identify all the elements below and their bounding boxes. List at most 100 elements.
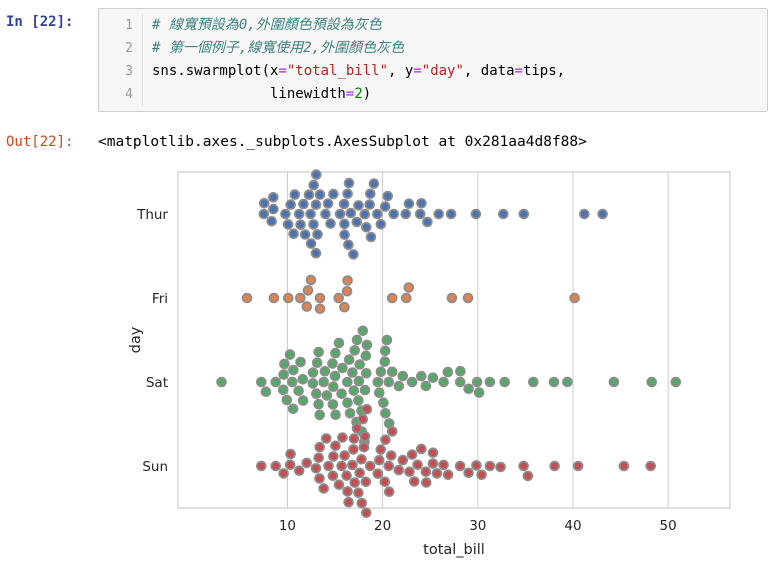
output-cell: Out[22]: <matplotlib.axes._subplots.Axes…: [6, 128, 770, 150]
swarm-point: [289, 189, 301, 200]
swarm-point: [375, 218, 387, 230]
swarm-point: [328, 188, 339, 200]
swarm-point: [361, 339, 373, 351]
swarm-point: [298, 198, 309, 210]
swarm-point: [311, 169, 322, 180]
swarm-point: [287, 403, 299, 415]
swarm-point: [305, 274, 317, 286]
swarm-point: [353, 395, 364, 406]
swarm-point: [361, 507, 372, 519]
swarm-point: [301, 457, 313, 469]
swarm-point: [569, 292, 580, 304]
swarm-point: [415, 443, 427, 455]
swarm-point: [427, 447, 439, 459]
swarm-point: [320, 208, 331, 220]
swarm-point: [495, 461, 506, 473]
swarm-point: [438, 376, 449, 388]
swarm-point: [288, 364, 299, 376]
code-token-plain: ): [362, 86, 372, 102]
swarm-point: [381, 334, 393, 346]
swarm-point: [406, 449, 418, 460]
swarm-point: [397, 454, 409, 466]
swarm-point: [353, 200, 364, 211]
swarm-point: [438, 459, 449, 471]
swarm-point: [361, 368, 372, 379]
swarm-point: [260, 386, 272, 398]
swarm-point: [293, 208, 305, 220]
swarm-point: [339, 229, 350, 240]
swarm-point: [311, 388, 322, 400]
swarm-point: [427, 458, 439, 469]
swarm-point: [406, 376, 418, 388]
swarm-point: [341, 286, 353, 297]
swarm-point: [597, 208, 608, 220]
swarm-point: [343, 496, 354, 508]
swarm-point: [618, 460, 630, 472]
swarm-point: [518, 460, 529, 472]
x-tick-label: 20: [374, 518, 391, 534]
swarm-point: [572, 460, 584, 472]
swarm-point: [420, 477, 432, 488]
swarm-point: [330, 347, 341, 359]
swarm-point: [471, 376, 483, 388]
swarm-point: [322, 198, 334, 209]
code-token-op: =: [413, 63, 422, 79]
swarm-point: [471, 460, 482, 471]
swarm-point: [278, 468, 289, 479]
code-area[interactable]: # 線寬預設為0,外圍顏色預設為灰色 # 第一個例子,線寬使用2,外圍顏色灰色 sn…: [143, 14, 767, 106]
swarm-point: [348, 444, 359, 455]
swarm-point: [339, 301, 350, 313]
swarm-point: [349, 477, 361, 488]
swarm-point: [256, 460, 267, 472]
swarm-point: [645, 460, 656, 472]
x-tick-label: 10: [279, 518, 296, 534]
swarm-point: [342, 397, 353, 409]
swarmplot-svg: 10 20 30 40 50 Thur Fri Sat Sun total_bill day: [128, 169, 731, 558]
line-number: 4: [125, 87, 133, 102]
swarm-point: [354, 467, 366, 479]
swarm-point: [427, 372, 439, 384]
swarm-point: [328, 451, 339, 462]
swarm-point: [333, 479, 345, 491]
x-tick-label: 40: [564, 518, 581, 534]
swarm-point: [354, 359, 366, 370]
swarm-point: [337, 432, 348, 443]
swarm-point: [338, 198, 350, 210]
code-token-number: 2: [354, 86, 363, 102]
code-line: # 線寬預設為0,外圍顏色預設為灰色: [152, 14, 767, 37]
swarm-point: [319, 366, 331, 377]
swarm-point: [357, 325, 369, 337]
swarm-point: [360, 350, 372, 362]
swarm-point: [310, 247, 322, 259]
swarm-point: [382, 190, 394, 202]
swarm-point: [258, 197, 270, 209]
code-line: # 第一個例子,線寬使用2,外圍顏色灰色: [152, 37, 767, 60]
swarm-point: [241, 292, 253, 304]
swarm-point: [314, 189, 326, 200]
swarm-point: [216, 376, 227, 388]
swarm-point: [454, 460, 466, 472]
swarm-point: [368, 178, 380, 189]
swarm-point: [359, 384, 371, 396]
swarm-point: [420, 466, 432, 478]
swarm-point: [327, 358, 338, 369]
out-prompt: Out[22]:: [6, 134, 74, 150]
swarm-point: [308, 179, 320, 191]
swarm-point: [313, 346, 325, 358]
swarm-series-Thur: [258, 169, 608, 260]
swarm-point: [268, 203, 279, 215]
swarm-point: [442, 469, 454, 481]
swarm-point: [403, 282, 415, 293]
code-editor[interactable]: 1 2 3 4 # 線寬預設為0,外圍顏色預設為灰色 # 第一個例子,線寬使用2,外圍顏…: [98, 8, 768, 112]
swarm-point: [446, 292, 458, 304]
x-axis-label: total_bill: [423, 542, 485, 558]
swarm-point: [365, 188, 376, 200]
swarm-point: [412, 459, 423, 471]
swarm-point: [344, 408, 356, 419]
code-token-plain: , y: [388, 63, 414, 79]
swarm-point: [431, 468, 443, 479]
swarm-point: [288, 228, 299, 239]
swarm-point: [358, 441, 370, 453]
swarm-point: [548, 376, 560, 388]
